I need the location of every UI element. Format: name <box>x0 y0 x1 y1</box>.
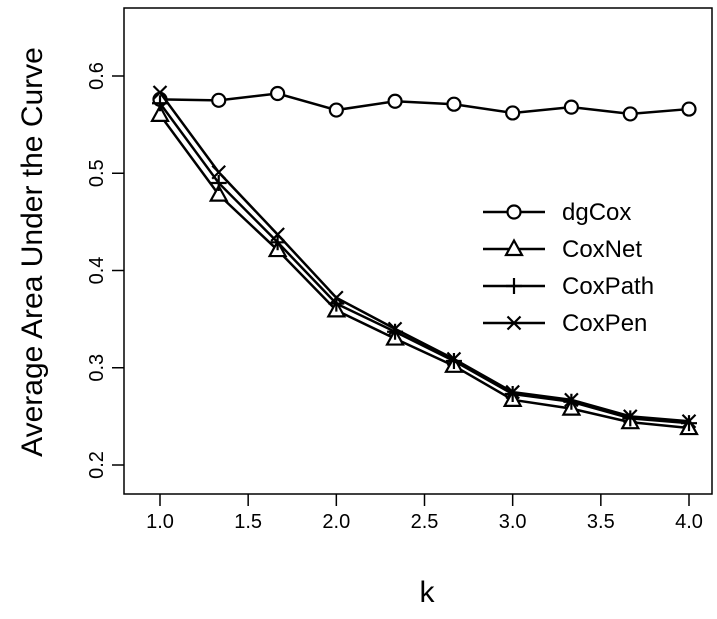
y-axis-title: Average Area Under the Curve <box>16 47 49 457</box>
legend-label-coxpen: CoxPen <box>562 310 647 337</box>
point-dgcox <box>563 99 579 115</box>
point-coxpath <box>210 174 227 191</box>
x-tick-label: 2.0 <box>322 511 350 533</box>
legend-item-coxnet: CoxNet <box>483 236 642 263</box>
point-dgcox <box>505 105 521 121</box>
line-coxpen <box>158 91 690 423</box>
x-tick-label: 1.0 <box>146 511 174 533</box>
point-coxpath <box>152 95 168 112</box>
legend-item-dgcox: dgCox <box>483 199 631 226</box>
y-tick-label: 0.3 <box>86 354 108 382</box>
series-coxnet <box>150 104 699 436</box>
point-dgcox <box>622 106 638 122</box>
legend-marker-coxnet <box>504 238 524 257</box>
point-coxnet <box>208 183 229 202</box>
point-coxpath <box>681 415 697 432</box>
point-coxpen <box>446 351 462 367</box>
point-coxpen <box>387 321 403 337</box>
point-coxpen <box>505 384 520 400</box>
point-coxpath <box>269 234 286 251</box>
y-tick-label: 0.2 <box>86 451 108 479</box>
x-tick-label: 3.5 <box>587 511 615 533</box>
legend-label-dgcox: dgCox <box>562 199 631 226</box>
line-dgcox <box>159 92 690 116</box>
point-coxpen <box>152 85 168 100</box>
point-dgcox <box>211 92 227 108</box>
legend-item-coxpath: CoxPath <box>483 273 654 300</box>
point-dgcox <box>446 96 462 112</box>
x-tick-label: 4.0 <box>675 511 703 533</box>
plot-frame <box>123 7 713 495</box>
x-axis-title: k <box>420 576 436 609</box>
legend-marker-dgcox <box>506 204 522 220</box>
legend: dgCox CoxNet CoxPath CoxPen <box>483 199 654 337</box>
point-coxpen <box>211 164 226 180</box>
plot-area: 1.0 1.5 2.0 2.5 3.0 3.5 4.0 0.2 0.3 0.4 0.5 0.6 dgCo… <box>86 7 713 533</box>
x-tick-label: 2.5 <box>411 511 439 533</box>
point-coxpen <box>623 409 638 424</box>
point-coxpen <box>564 392 579 408</box>
y-tick-label: 0.4 <box>86 257 108 285</box>
line-coxnet <box>158 114 690 430</box>
point-dgcox <box>328 102 344 118</box>
legend-marker-coxpen <box>506 315 522 331</box>
point-dgcox <box>270 85 286 102</box>
point-coxnet <box>150 104 170 123</box>
line-coxpath <box>158 102 690 425</box>
point-coxpen <box>681 413 697 429</box>
point-coxpen <box>270 227 285 242</box>
legend-item-coxpen: CoxPen <box>483 310 647 337</box>
series-coxpen <box>152 85 697 429</box>
y-tick-label: 0.6 <box>86 62 108 90</box>
legend-label-coxpath: CoxPath <box>562 273 654 300</box>
x-tick-label: 3.0 <box>499 511 527 533</box>
legend-marker-coxpath <box>506 278 522 294</box>
point-dgcox <box>387 93 403 109</box>
point-coxpen <box>329 290 344 306</box>
x-tick-label: 1.5 <box>234 511 262 533</box>
series-coxpath <box>152 95 697 432</box>
legend-label-coxnet: CoxNet <box>562 236 642 263</box>
series-dgcox <box>152 85 697 122</box>
point-dgcox <box>681 101 697 117</box>
point-coxpath <box>622 410 639 427</box>
y-tick-label: 0.5 <box>86 159 108 187</box>
